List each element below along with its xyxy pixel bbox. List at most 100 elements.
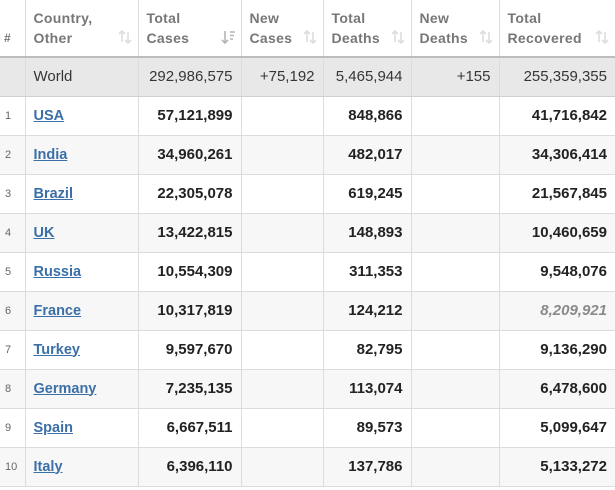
total-cases-cell: 6,667,511 — [138, 408, 242, 448]
world-total-deaths: 5,465,944 — [323, 57, 412, 97]
country-link[interactable]: Brazil — [33, 185, 74, 202]
world-name: World — [25, 57, 139, 97]
total-cases-cell: 7,235,135 — [138, 369, 242, 409]
table-row: 2 India 34,960,261 482,017 34,306,414 — [0, 135, 615, 175]
table-row: 5 Russia 10,554,309 311,353 9,548,076 — [0, 252, 615, 292]
total-deaths-cell: 89,573 — [323, 408, 412, 448]
country-cell: France — [25, 291, 139, 331]
table-row: 3 Brazil 22,305,078 619,245 21,567,845 — [0, 174, 615, 214]
new-deaths-cell — [411, 330, 500, 370]
table-row: 8 Germany 7,235,135 113,074 6,478,600 — [0, 369, 615, 409]
total-deaths-cell: 311,353 — [323, 252, 412, 292]
total-recovered-cell: 6,478,600 — [499, 369, 615, 409]
country-link[interactable]: UK — [33, 224, 55, 241]
total-recovered-cell: 10,460,659 — [499, 213, 615, 253]
total-deaths-cell: 82,795 — [323, 330, 412, 370]
new-cases-cell — [241, 291, 324, 331]
table-row: 4 UK 13,422,815 148,893 10,460,659 — [0, 213, 615, 253]
sort-both-icon[interactable] — [117, 29, 133, 45]
header-total-cases[interactable]: Total Cases — [138, 0, 242, 58]
sort-both-icon[interactable] — [302, 29, 318, 45]
country-link[interactable]: Spain — [33, 419, 73, 436]
row-rank: 1 — [0, 96, 26, 136]
header-rank-label: # — [4, 31, 11, 45]
table-row: 9 Spain 6,667,511 89,573 5,099,647 — [0, 408, 615, 448]
new-deaths-cell — [411, 447, 500, 487]
country-link[interactable]: Italy — [33, 458, 63, 475]
total-recovered-cell: 5,133,272 — [499, 447, 615, 487]
country-cell: UK — [25, 213, 139, 253]
country-cell: Brazil — [25, 174, 139, 214]
header-total-recovered[interactable]: Total Recovered — [499, 0, 615, 58]
new-deaths-cell — [411, 408, 500, 448]
country-cell: Spain — [25, 408, 139, 448]
sort-both-icon[interactable] — [390, 29, 406, 45]
total-cases-cell: 10,317,819 — [138, 291, 242, 331]
country-link[interactable]: Turkey — [33, 341, 80, 358]
total-cases-cell: 57,121,899 — [138, 96, 242, 136]
total-cases-cell: 34,960,261 — [138, 135, 242, 175]
country-link[interactable]: USA — [33, 107, 65, 124]
row-rank: 6 — [0, 291, 26, 331]
total-recovered-cell: 34,306,414 — [499, 135, 615, 175]
total-deaths-cell: 124,212 — [323, 291, 412, 331]
total-recovered-cell: 21,567,845 — [499, 174, 615, 214]
world-rank — [0, 57, 26, 97]
header-country-label: Country, Other — [33, 10, 93, 46]
total-deaths-cell: 482,017 — [323, 135, 412, 175]
header-total-recovered-label: Total Recovered — [507, 10, 582, 46]
new-cases-cell — [241, 135, 324, 175]
total-recovered-cell: 41,716,842 — [499, 96, 615, 136]
total-recovered-cell: 8,209,921 — [499, 291, 615, 331]
sort-desc-icon[interactable] — [220, 29, 236, 45]
new-cases-cell — [241, 447, 324, 487]
new-cases-cell — [241, 96, 324, 136]
total-deaths-cell: 113,074 — [323, 369, 412, 409]
table-header-row: # Country, Other Total Cases New Cases — [0, 0, 615, 58]
country-cell: USA — [25, 96, 139, 136]
row-rank: 4 — [0, 213, 26, 253]
header-new-cases[interactable]: New Cases — [241, 0, 324, 58]
header-country[interactable]: Country, Other — [25, 0, 139, 58]
new-deaths-cell — [411, 252, 500, 292]
world-new-cases: +75,192 — [241, 57, 324, 97]
row-rank: 10 — [0, 447, 26, 487]
row-rank: 9 — [0, 408, 26, 448]
total-recovered-cell: 9,136,290 — [499, 330, 615, 370]
new-cases-cell — [241, 408, 324, 448]
table-row: 10 Italy 6,396,110 137,786 5,133,272 — [0, 447, 615, 487]
country-cell: Italy — [25, 447, 139, 487]
total-deaths-cell: 619,245 — [323, 174, 412, 214]
header-total-deaths-label: Total Deaths — [331, 10, 380, 46]
header-rank: # — [0, 0, 26, 58]
sort-both-icon[interactable] — [478, 29, 494, 45]
row-rank: 8 — [0, 369, 26, 409]
new-deaths-cell — [411, 213, 500, 253]
country-link[interactable]: France — [33, 302, 82, 319]
sort-both-icon[interactable] — [594, 29, 610, 45]
new-deaths-cell — [411, 135, 500, 175]
total-recovered-cell: 9,548,076 — [499, 252, 615, 292]
country-link[interactable]: India — [33, 146, 68, 163]
total-cases-cell: 9,597,670 — [138, 330, 242, 370]
total-cases-cell: 6,396,110 — [138, 447, 242, 487]
country-cell: Germany — [25, 369, 139, 409]
new-cases-cell — [241, 213, 324, 253]
country-cell: Russia — [25, 252, 139, 292]
new-cases-cell — [241, 252, 324, 292]
world-total-row: World 292,986,575 +75,192 5,465,944 +155… — [0, 57, 615, 97]
total-deaths-cell: 148,893 — [323, 213, 412, 253]
header-new-deaths[interactable]: New Deaths — [411, 0, 500, 58]
new-deaths-cell — [411, 291, 500, 331]
country-link[interactable]: Russia — [33, 263, 82, 280]
country-cell: India — [25, 135, 139, 175]
world-total-recovered: 255,359,355 — [499, 57, 615, 97]
world-total-cases: 292,986,575 — [138, 57, 242, 97]
country-link[interactable]: Germany — [33, 380, 97, 397]
table-row: 7 Turkey 9,597,670 82,795 9,136,290 — [0, 330, 615, 370]
header-total-cases-label: Total Cases — [146, 10, 190, 46]
header-total-deaths[interactable]: Total Deaths — [323, 0, 412, 58]
world-new-deaths: +155 — [411, 57, 500, 97]
total-cases-cell: 13,422,815 — [138, 213, 242, 253]
